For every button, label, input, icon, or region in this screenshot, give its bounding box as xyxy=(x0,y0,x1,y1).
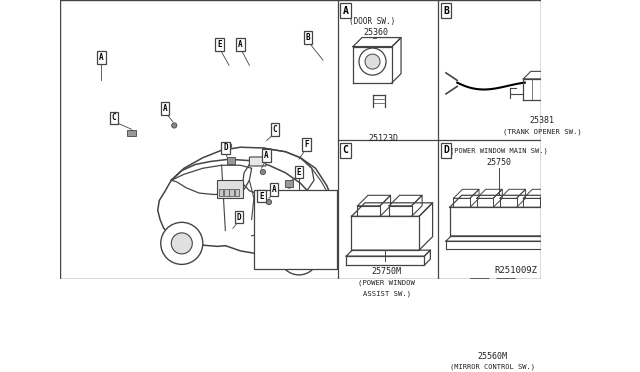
Circle shape xyxy=(172,123,177,128)
Circle shape xyxy=(287,183,292,188)
Text: (TRANK OPENER SW.): (TRANK OPENER SW.) xyxy=(503,128,582,135)
Text: 25560M: 25560M xyxy=(477,352,508,360)
Text: D: D xyxy=(223,144,228,153)
Text: 25360: 25360 xyxy=(363,28,388,37)
Text: 25750M: 25750M xyxy=(372,267,402,276)
Circle shape xyxy=(266,199,271,205)
FancyBboxPatch shape xyxy=(285,180,293,187)
Text: A: A xyxy=(238,40,243,49)
Text: (DOOR SW.): (DOOR SW.) xyxy=(349,16,396,26)
Text: (MIRROR CONTROL SW.): (MIRROR CONTROL SW.) xyxy=(450,363,535,370)
Text: A: A xyxy=(99,53,104,62)
Text: E: E xyxy=(297,167,301,177)
Text: B: B xyxy=(443,6,449,16)
FancyBboxPatch shape xyxy=(224,189,228,196)
Text: 25750MA: 25750MA xyxy=(278,253,313,262)
Bar xyxy=(254,190,337,269)
Text: A: A xyxy=(272,185,276,194)
Text: D: D xyxy=(443,145,449,155)
Text: (POWER WINDOW: (POWER WINDOW xyxy=(358,280,415,286)
Text: 25750: 25750 xyxy=(486,158,511,167)
Circle shape xyxy=(266,236,275,245)
Circle shape xyxy=(365,54,380,69)
Text: 25123D: 25123D xyxy=(368,134,398,144)
FancyBboxPatch shape xyxy=(217,180,243,198)
Text: B: B xyxy=(306,33,310,42)
Text: R251009Z: R251009Z xyxy=(494,266,537,275)
FancyBboxPatch shape xyxy=(230,189,234,196)
Circle shape xyxy=(260,169,266,174)
Text: A: A xyxy=(264,151,269,160)
Text: A: A xyxy=(163,104,168,113)
FancyBboxPatch shape xyxy=(250,157,266,166)
FancyBboxPatch shape xyxy=(127,129,136,136)
Circle shape xyxy=(289,246,308,265)
Circle shape xyxy=(161,222,203,264)
Text: ASSIST SW.): ASSIST SW.) xyxy=(363,291,411,297)
Text: 25381: 25381 xyxy=(529,116,555,125)
Circle shape xyxy=(285,225,293,232)
Text: (POWER WINDOW MAIN SW.): (POWER WINDOW MAIN SW.) xyxy=(450,148,547,154)
Text: D: D xyxy=(237,212,241,222)
Circle shape xyxy=(282,221,297,236)
Text: E: E xyxy=(217,40,221,49)
Circle shape xyxy=(359,48,386,75)
FancyBboxPatch shape xyxy=(235,189,239,196)
Text: C: C xyxy=(112,113,116,122)
Text: C: C xyxy=(342,145,348,155)
FancyBboxPatch shape xyxy=(227,157,236,164)
Text: A: A xyxy=(342,6,348,16)
Circle shape xyxy=(280,236,319,275)
Circle shape xyxy=(227,143,232,148)
Circle shape xyxy=(129,130,134,135)
Text: C: C xyxy=(273,125,277,134)
Circle shape xyxy=(172,233,192,254)
Text: F: F xyxy=(304,140,308,149)
Text: E: E xyxy=(259,192,264,201)
FancyBboxPatch shape xyxy=(219,189,223,196)
